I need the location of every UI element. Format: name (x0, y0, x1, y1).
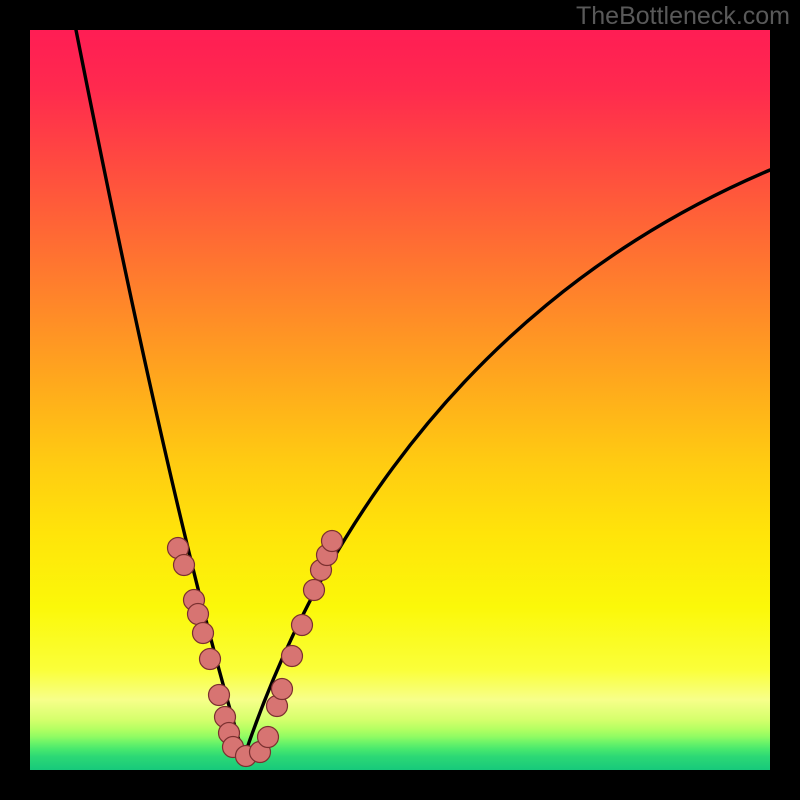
chart-root: TheBottleneck.com (0, 0, 800, 800)
plot-gradient-background (30, 30, 770, 770)
watermark-text: TheBottleneck.com (576, 2, 790, 31)
